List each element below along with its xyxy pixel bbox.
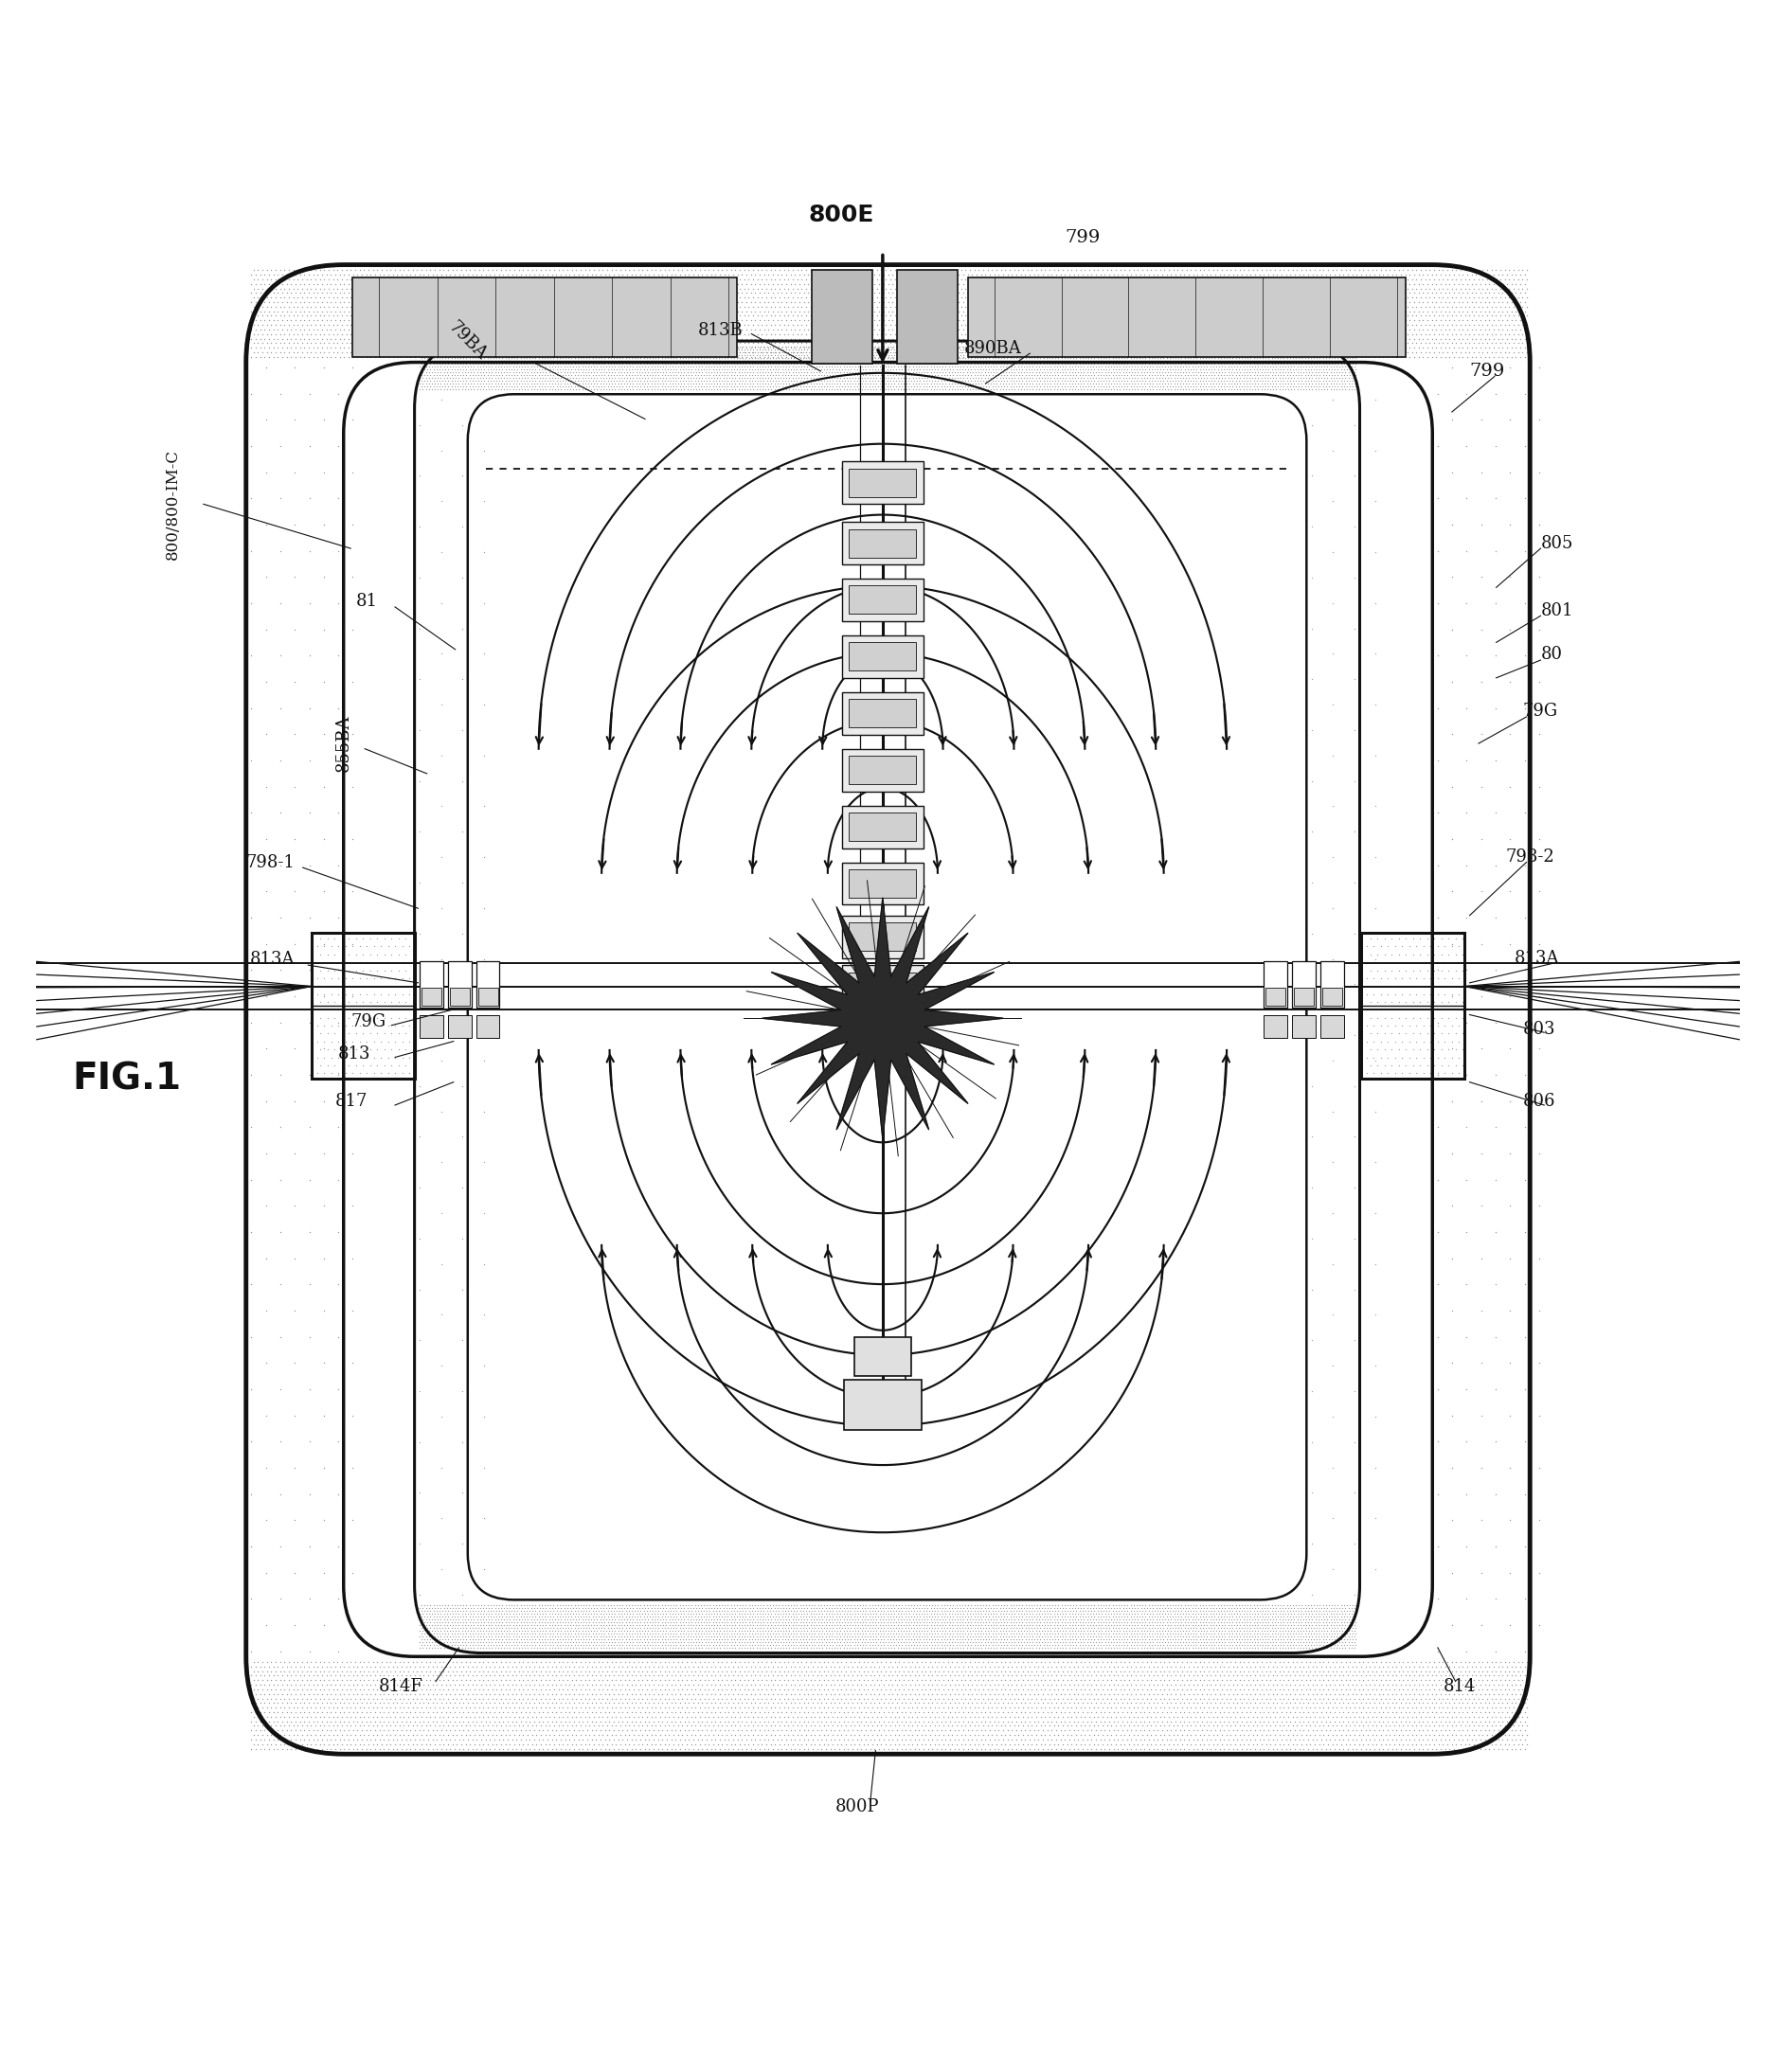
Text: FIG.1: FIG.1 <box>73 1061 181 1096</box>
Text: 79BA: 79BA <box>444 319 490 363</box>
Bar <box>842 462 924 503</box>
Bar <box>842 966 924 1007</box>
Text: 817: 817 <box>334 1094 368 1111</box>
Bar <box>419 1015 442 1038</box>
Bar <box>1321 1015 1344 1038</box>
Bar <box>849 972 916 1001</box>
Bar <box>849 812 916 841</box>
Bar <box>968 278 1407 356</box>
Bar <box>842 806 924 847</box>
Bar <box>849 468 916 497</box>
Text: 806: 806 <box>1522 1094 1556 1111</box>
Bar <box>849 586 916 613</box>
Bar <box>448 1015 471 1038</box>
Bar <box>449 988 469 1005</box>
Text: 803: 803 <box>1522 1019 1556 1038</box>
Bar <box>842 692 924 736</box>
Text: 801: 801 <box>1540 603 1574 620</box>
Bar <box>1321 961 1344 1007</box>
Bar <box>448 961 471 1007</box>
Text: 800/800-IM-C: 800/800-IM-C <box>165 450 181 559</box>
Bar <box>311 932 414 1080</box>
Text: 890BA: 890BA <box>964 340 1021 356</box>
Text: 800E: 800E <box>808 203 874 226</box>
Text: 81: 81 <box>355 593 378 609</box>
Text: 799: 799 <box>1066 230 1101 247</box>
Text: 814: 814 <box>1444 1678 1476 1695</box>
Bar <box>352 278 737 356</box>
Text: 79G: 79G <box>350 1013 385 1030</box>
Polygon shape <box>762 897 1003 1140</box>
Text: 805: 805 <box>1540 535 1574 551</box>
Bar <box>478 988 497 1005</box>
Bar <box>849 698 916 727</box>
Bar <box>842 862 924 905</box>
Bar <box>1266 988 1286 1005</box>
Text: 799: 799 <box>1471 363 1504 379</box>
Bar <box>1323 988 1343 1005</box>
Bar <box>842 636 924 678</box>
Bar <box>476 1015 499 1038</box>
Bar <box>849 922 916 951</box>
Bar <box>849 756 916 783</box>
Bar <box>844 1380 922 1430</box>
Bar <box>476 961 499 1007</box>
Bar <box>842 578 924 622</box>
Bar <box>897 269 957 365</box>
Bar <box>842 748 924 792</box>
Text: 855BA: 855BA <box>334 715 352 773</box>
Text: 80: 80 <box>1540 646 1563 663</box>
Text: 814F: 814F <box>378 1678 423 1695</box>
Text: 813A: 813A <box>250 951 295 968</box>
Text: 798-2: 798-2 <box>1504 847 1554 866</box>
Bar <box>849 528 916 557</box>
Bar <box>1293 961 1316 1007</box>
Bar <box>421 988 440 1005</box>
Bar <box>842 916 924 957</box>
Text: 800P: 800P <box>835 1798 879 1815</box>
Bar <box>849 642 916 671</box>
Text: 798-1: 798-1 <box>247 854 295 870</box>
Bar <box>812 269 872 365</box>
Bar <box>1293 1015 1316 1038</box>
Text: 813B: 813B <box>698 321 744 340</box>
Bar <box>842 522 924 564</box>
Text: 813A: 813A <box>1513 949 1559 966</box>
Text: 79G: 79G <box>1522 702 1558 721</box>
Bar <box>1265 961 1288 1007</box>
Bar <box>1265 1015 1288 1038</box>
Bar <box>1362 932 1465 1080</box>
Bar <box>854 1336 911 1376</box>
Bar <box>419 961 442 1007</box>
Bar <box>1295 988 1314 1005</box>
Bar <box>849 870 916 897</box>
Text: 813: 813 <box>337 1044 371 1063</box>
